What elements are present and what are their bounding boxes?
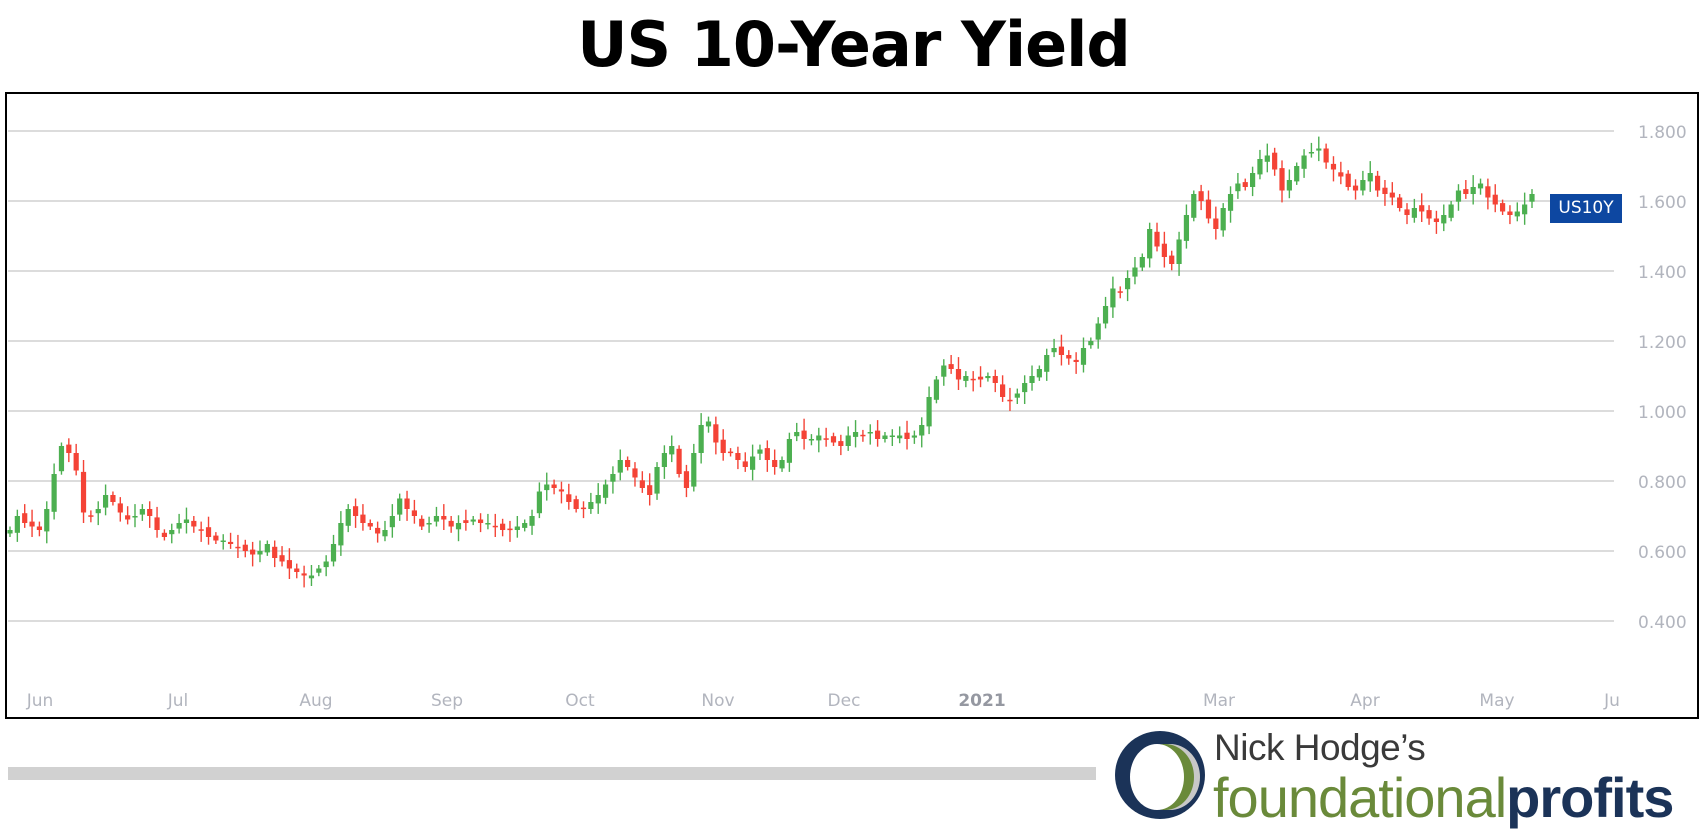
x-tick-label: May [1479, 691, 1514, 711]
horizontal-scrollbar[interactable] [8, 767, 1096, 780]
logo-word-foundational: foundational [1213, 766, 1507, 829]
y-tick-label: 1.800 [1638, 123, 1687, 143]
x-tick-label: Dec [828, 691, 861, 711]
logo-line-1: Nick Hodge’s [1214, 727, 1426, 768]
x-tick-label: Nov [701, 691, 734, 711]
chart-title: US 10-Year Yield [577, 8, 1131, 81]
grid-lines [8, 130, 1614, 622]
x-tick-label: Sep [431, 691, 463, 711]
x-tick-label: Jul [167, 691, 189, 711]
x-tick-label: Mar [1203, 691, 1235, 711]
logo-mark-icon [1115, 731, 1205, 819]
y-tick-label: 1.000 [1638, 403, 1687, 423]
x-tick-label: Jun [26, 691, 54, 711]
x-tick-label: Apr [1350, 691, 1379, 711]
y-tick-label: 0.400 [1638, 613, 1687, 633]
brand-logo: Nick Hodge’s foundationalprofits [1110, 727, 1700, 830]
logo-line-2: foundationalprofits [1213, 765, 1674, 830]
y-tick-label: 1.400 [1638, 263, 1687, 283]
x-tick-label: Oct [565, 691, 595, 711]
y-tick-label: 0.600 [1638, 543, 1687, 563]
x-tick-label: Ju [1603, 691, 1620, 711]
x-axis: Jun Jul Aug Sep Oct Nov Dec 2021 Mar Apr May Ju [26, 691, 1620, 711]
chart-panel[interactable] [5, 92, 1699, 719]
candle-series [7, 136, 1535, 588]
y-axis: 1.800 1.600 1.400 1.200 1.000 0.800 0.600 0.400 [1620, 123, 1696, 717]
symbol-price-badge: US10Y [1550, 194, 1622, 223]
y-tick-label: 1.600 [1638, 193, 1687, 213]
logo-word-profits: profits [1506, 766, 1674, 829]
x-tick-label: 2021 [958, 691, 1005, 711]
y-tick-label: 1.200 [1638, 333, 1687, 353]
y-tick-label: 0.800 [1638, 473, 1687, 493]
x-tick-label: Aug [299, 691, 332, 711]
